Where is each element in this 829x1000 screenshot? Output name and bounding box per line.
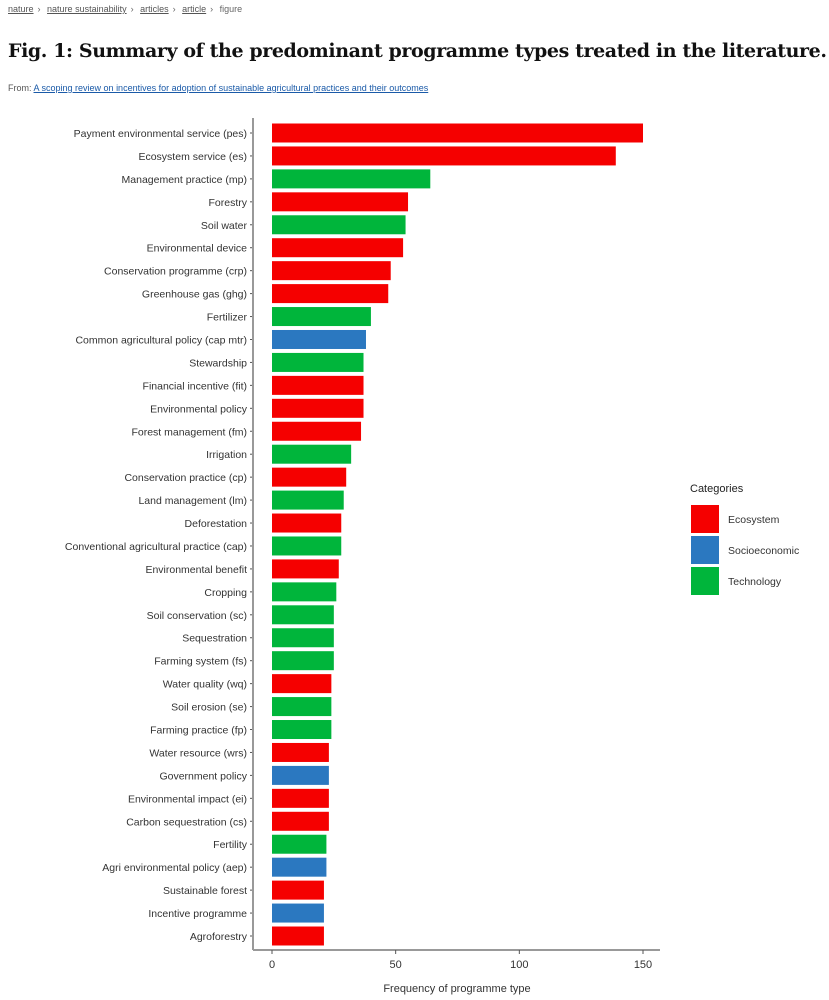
bar: [272, 811, 329, 831]
bar: [272, 352, 364, 372]
bar: [272, 307, 371, 327]
bar: [272, 536, 342, 556]
breadcrumb-separator: ›: [172, 4, 176, 14]
bar: [272, 444, 352, 464]
y-tick-label: Soil conservation (sc): [147, 610, 247, 622]
bar: [272, 238, 404, 258]
bar: [272, 742, 329, 762]
bar: [272, 215, 406, 235]
y-tick-label: Environmental impact (ei): [128, 793, 247, 805]
y-tick-label: Farming practice (fp): [150, 725, 247, 737]
y-tick-label: Deforestation: [185, 518, 248, 530]
y-tick-label: Stewardship: [189, 357, 247, 369]
legend-label: Ecosystem: [728, 514, 780, 526]
y-tick-label: Conventional agricultural practice (cap): [65, 541, 247, 553]
y-tick-label: Ecosystem service (es): [138, 151, 247, 163]
y-tick-label: Soil erosion (se): [171, 702, 247, 714]
bar: [272, 880, 324, 900]
bar: [272, 375, 364, 395]
bar: [272, 284, 389, 304]
legend-swatch: [691, 536, 719, 564]
breadcrumb-separator: ›: [37, 4, 41, 14]
y-tick-label: Financial incentive (fit): [143, 380, 247, 392]
breadcrumb-article[interactable]: article: [182, 4, 207, 14]
bar: [272, 651, 334, 671]
y-tick-label: Government policy: [159, 770, 247, 782]
y-tick-label: Carbon sequestration (cs): [126, 816, 247, 828]
y-tick-label: Sustainable forest: [163, 885, 247, 897]
y-tick-label: Environmental benefit: [145, 564, 247, 576]
breadcrumb-journal[interactable]: nature sustainability: [47, 4, 127, 14]
bar: [272, 788, 329, 808]
legend-title: Categories: [690, 483, 744, 495]
y-tick-label: Cropping: [204, 587, 247, 599]
bar: [272, 834, 327, 854]
y-tick-label: Agroforestry: [190, 931, 248, 943]
source-article-link[interactable]: A scoping review on incentives for adopt…: [33, 83, 429, 93]
page-title: Fig. 1: Summary of the predominant progr…: [8, 40, 827, 62]
bar: [272, 765, 329, 785]
bar: [272, 926, 324, 946]
legend-swatch: [691, 505, 719, 533]
bar: [272, 513, 342, 533]
y-tick-label: Farming system (fs): [154, 656, 247, 668]
bar: [272, 490, 344, 510]
y-tick-label: Land management (lm): [138, 495, 247, 507]
bar: [272, 857, 327, 877]
breadcrumb-separator: ›: [210, 4, 214, 14]
bar: [272, 582, 337, 602]
y-tick-label: Common agricultural policy (cap mtr): [75, 334, 247, 346]
bar: [272, 146, 616, 166]
bar: [272, 123, 643, 143]
y-tick-label: Sequestration: [182, 633, 247, 645]
bar: [272, 605, 334, 625]
bar: [272, 467, 347, 487]
breadcrumb: nature › nature sustainability › articles ›…: [8, 4, 242, 14]
y-tick-label: Greenhouse gas (ghg): [142, 289, 247, 301]
bar: [272, 697, 332, 717]
y-tick-label: Payment environmental service (pes): [74, 128, 247, 140]
x-axis-title: Frequency of programme type: [383, 983, 530, 995]
breadcrumb-current: figure: [219, 4, 243, 14]
bar: [272, 559, 339, 579]
x-tick-label: 0: [269, 959, 275, 971]
bar: [272, 329, 366, 349]
bar: [272, 903, 324, 923]
breadcrumb-articles[interactable]: articles: [140, 4, 169, 14]
y-tick-label: Fertilizer: [207, 312, 248, 324]
y-tick-label: Irrigation: [206, 449, 247, 461]
legend-swatch: [691, 567, 719, 595]
y-tick-label: Conservation programme (crp): [104, 266, 247, 278]
y-tick-label: Soil water: [201, 220, 248, 232]
y-tick-label: Environmental device: [147, 243, 248, 255]
y-tick-label: Forest management (fm): [131, 426, 247, 438]
bar: [272, 674, 332, 694]
x-tick-label: 150: [634, 959, 652, 971]
bar: [272, 628, 334, 648]
legend-label: Socioeconomic: [728, 545, 799, 557]
bar: [272, 192, 409, 212]
y-tick-label: Environmental policy: [150, 403, 248, 415]
source-line: From: A scoping review on incentives for…: [8, 83, 428, 93]
y-tick-label: Incentive programme: [148, 908, 247, 920]
bar: [272, 421, 362, 441]
y-tick-label: Agri environmental policy (aep): [102, 862, 247, 874]
x-tick-label: 50: [390, 959, 402, 971]
breadcrumb-nature[interactable]: nature: [8, 4, 34, 14]
bar: [272, 720, 332, 740]
bar: [272, 169, 431, 189]
y-tick-label: Conservation practice (cp): [124, 472, 247, 484]
breadcrumb-separator: ›: [130, 4, 134, 14]
from-label: From:: [8, 83, 32, 93]
y-tick-label: Fertility: [213, 839, 248, 851]
bar: [272, 261, 391, 281]
y-tick-label: Forestry: [208, 197, 247, 209]
y-tick-label: Management practice (mp): [122, 174, 247, 186]
y-tick-label: Water quality (wq): [163, 679, 247, 691]
legend-label: Technology: [728, 576, 782, 588]
x-tick-label: 100: [510, 959, 528, 971]
y-tick-label: Water resource (wrs): [149, 747, 247, 759]
bar: [272, 398, 364, 418]
